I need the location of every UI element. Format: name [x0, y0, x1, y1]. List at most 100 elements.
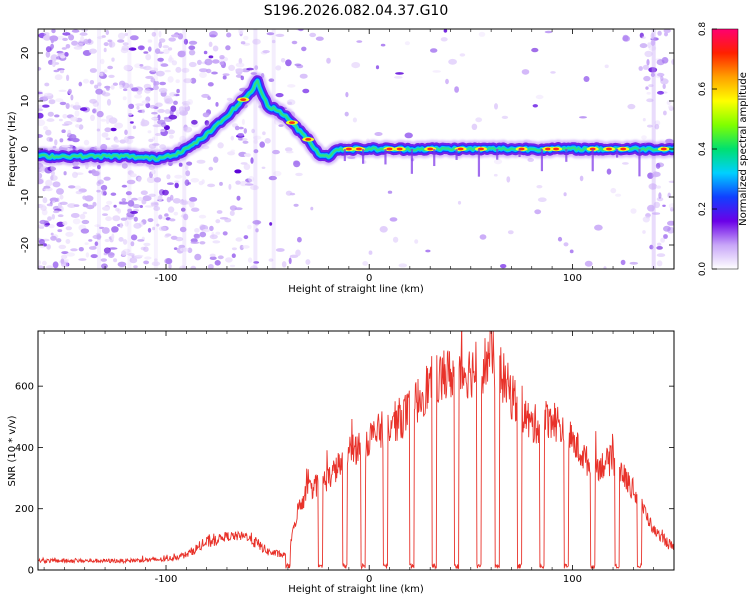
spectrogram-speckle-blob — [229, 210, 235, 216]
spectrogram-speckle-blob — [97, 82, 102, 87]
spectrogram-speckle-blob — [208, 264, 214, 269]
spectrogram-speckle-blob — [51, 29, 56, 34]
spectrogram-speckle-blob — [170, 34, 180, 38]
spectrogram-speckle-blob — [235, 62, 245, 68]
spectrogram-speckle-blob — [145, 53, 152, 61]
spectrogram-speckle-blob — [179, 200, 188, 206]
spectrogram-hotspot-core — [457, 147, 464, 151]
spectrogram-speckle-blob — [216, 210, 223, 214]
spectrogram-speckle-blob — [94, 241, 99, 246]
spectrogram-speckle-blob — [101, 132, 109, 138]
spectrogram-speckle-blob — [657, 90, 664, 95]
spectrogram-speckle-blob — [630, 208, 637, 214]
spectrogram-speckle-blob — [140, 190, 148, 195]
snr-x-label: Height of straight line (km) — [288, 584, 424, 595]
spectrogram-speckle-blob — [58, 118, 63, 122]
spectrogram-speckle-blob — [60, 261, 69, 268]
spectrogram-speckle-blob — [123, 136, 129, 144]
spectrogram-speckle-blob — [299, 73, 308, 79]
spectrogram-speckle-blob — [252, 220, 262, 225]
spectrogram-speckle-blob — [656, 260, 663, 267]
spectrogram-speckle-blob — [65, 103, 70, 109]
spectrogram-speckle-blob — [105, 137, 111, 141]
spectrogram-speckle-blob — [103, 247, 111, 254]
spectrogram-speckle-blob — [227, 151, 236, 156]
spectrogram-speckle-blob — [656, 59, 665, 66]
spectrogram-speckle-blob — [275, 33, 285, 38]
spectrogram-speckle-blob — [133, 265, 138, 269]
spectrogram-hotspot-core — [545, 147, 551, 151]
spectrogram-speckle-blob — [38, 265, 45, 269]
spectrogram-speckle-blob — [305, 259, 311, 265]
spectrogram-speckle-blob — [65, 44, 71, 49]
spectrogram-speckle-blob — [197, 59, 202, 65]
spectrogram-speckle-blob — [49, 175, 58, 181]
spectrogram-speckle-blob — [103, 176, 111, 181]
spectrogram-speckle-blob — [90, 254, 98, 259]
spectrogram-speckle-blob — [110, 192, 117, 196]
spectrogram-speckle-blob — [186, 161, 193, 166]
spectrogram-speckle-blob — [158, 226, 167, 232]
spectrogram-speckle-blob — [169, 55, 173, 62]
spectrogram-speckle-blob — [190, 265, 197, 269]
spectrogram-speckle-blob — [157, 57, 164, 62]
spectrogram-speckle-blob — [209, 225, 214, 232]
spectrogram-speckle-blob — [231, 247, 237, 251]
spectrogram-speckle-blob — [121, 45, 129, 51]
spectrogram-speckle-blob — [112, 215, 121, 222]
spectrogram-speckle-blob — [273, 170, 282, 177]
spectrogram-speckle-blob — [645, 213, 651, 217]
spectrogram-speckle-blob — [96, 110, 104, 118]
spectrogram-speckle-blob — [108, 41, 116, 48]
spectrogram-speckle-blob — [130, 241, 135, 247]
spectrogram-speckle-blob — [226, 97, 233, 101]
spectrogram-speckle-blob — [133, 222, 142, 229]
spectrogram-speckle-blob — [500, 264, 507, 269]
spectrogram-speckle-blob — [398, 263, 408, 268]
spectrogram-speckle-blob — [100, 184, 108, 191]
spectrogram-speckle-blob — [38, 226, 45, 229]
spectrogram-speckle-blob — [404, 41, 410, 46]
spectrogram-speckle-blob — [112, 82, 118, 86]
spectrogram-speckle-blob — [43, 185, 51, 189]
spectrogram-speckle-blob — [100, 118, 107, 122]
spectrogram-speckle-blob — [39, 219, 47, 225]
spectrogram-speckle-blob — [579, 175, 584, 182]
spectrogram-speckle-blob — [136, 105, 140, 110]
spectrogram-speckle-blob — [190, 77, 197, 84]
spectrogram-speckle-blob — [70, 94, 74, 101]
spectrogram-speckle-blob — [297, 236, 302, 243]
spectrogram-speckle-blob — [379, 226, 388, 233]
spectrogram-speckle-blob — [225, 45, 231, 51]
spectrogram-speckle-blob — [158, 51, 164, 54]
spectrogram-speckle-blob — [261, 166, 266, 169]
spectrogram-speckle-blob — [153, 177, 162, 183]
spectrogram-speckle-blob — [67, 129, 72, 137]
spectrogram-speckle — [38, 29, 674, 269]
spectrogram-hotspot-core — [356, 147, 362, 151]
snr-y-tick-label-2: 400 — [15, 443, 34, 454]
spectrogram-speckle-blob — [594, 224, 603, 231]
spectrogram-hotspot-core — [345, 147, 352, 151]
spectrogram-speckle-blob — [293, 160, 301, 168]
spectrogram-speckle-blob — [293, 203, 299, 207]
spectrogram-speckle-blob — [151, 117, 159, 120]
spectrogram-speckle-blob — [128, 47, 137, 51]
spectrogram-speckle-blob — [137, 197, 143, 201]
spectrogram-speckle-blob — [128, 103, 135, 110]
spectrogram-speckle-blob — [159, 81, 167, 86]
spectrogram-speckle-blob — [92, 108, 97, 114]
spectrogram-speckle-blob — [102, 213, 108, 217]
spectrogram-speckle-blob — [550, 71, 556, 74]
spectrogram-speckle-blob — [147, 130, 152, 134]
spectrogram-speckle-blob — [374, 132, 383, 136]
spectrogram-speckle-blob — [43, 125, 48, 131]
spectrogram-speckle-blob — [159, 144, 167, 150]
spectrogram-speckle-blob — [268, 258, 274, 262]
spectrogram-speckle-blob — [642, 216, 650, 223]
spectrogram-speckle-blob — [208, 41, 213, 47]
spectrogram-speckle-blob — [59, 194, 64, 200]
spectrogram-speckle-blob — [645, 86, 649, 90]
spectrogram-hotspot-core — [305, 138, 312, 141]
